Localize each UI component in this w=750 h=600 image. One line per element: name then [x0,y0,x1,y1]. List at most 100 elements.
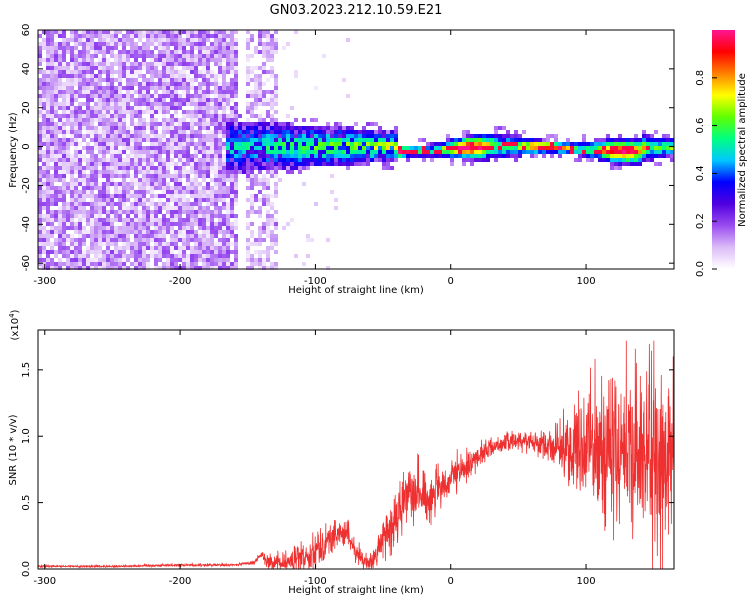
spectrogram-cell [290,158,294,162]
spectrogram-cell [158,78,162,82]
spectrogram-cell [118,234,122,238]
spectrogram-cell [70,202,74,206]
spectrogram-cell [54,86,58,90]
spectrogram-cell [122,58,126,62]
spectrogram-cell [226,238,230,242]
spectrogram-cell [146,146,150,150]
spectrogram-cell [474,138,478,142]
spectrogram-cell [402,146,406,150]
spectrogram-cell [98,146,102,150]
spectrogram-cell [266,54,270,58]
spectrogram-cell [534,138,538,142]
spectrogram-cell [118,110,122,114]
spectrogram-cell [154,174,158,178]
spectrogram-cell [174,178,178,182]
spectrogram-cell [58,234,62,238]
spectrogram-cell [346,150,350,154]
spectrogram-cell [150,230,154,234]
spectrogram-cell [210,198,214,202]
spectrogram-cell [146,238,150,242]
spectrogram-cell [478,146,482,150]
spectrogram-cell [50,218,54,222]
spectrogram-cell [234,254,238,258]
spectrogram-cell [170,102,174,106]
spectrogram-cell [158,82,162,86]
spectrogram-cell [86,66,90,70]
spectrogram-cell [82,74,86,78]
spectrogram-cell [206,110,210,114]
spectrogram-cell [270,74,274,78]
spectrogram-cell [318,138,322,142]
spectrogram-cell [158,182,162,186]
spectrogram-cell [98,242,102,246]
spectrogram-cell [174,66,178,70]
spectrogram-cell [186,170,190,174]
spectrogram-cell [650,154,654,158]
spectrogram-cell [214,134,218,138]
spectrogram-cell [94,166,98,170]
spectrogram-cell [206,150,210,154]
spectrogram-cell [258,262,262,266]
spectrogram-cell [266,134,270,138]
spectrogram-cell [226,90,230,94]
spectrogram-cell [94,226,98,230]
spectrogram-cell [210,142,214,146]
spectrogram-cell [70,206,74,210]
spectrogram-cell [58,58,62,62]
spectrogram-cell [114,218,118,222]
spectrogram-cell [50,226,54,230]
spectrogram-cell [338,162,342,166]
spectrogram-cell [310,142,314,146]
spectrogram-cell [98,90,102,94]
spectrogram-cell [142,238,146,242]
spectrogram-cell [470,146,474,150]
spectrogram-cell [194,186,198,190]
spectrogram-cell [90,118,94,122]
spectrogram-cell [86,106,90,110]
spectrogram-cell [58,118,62,122]
spectrogram-cell [342,142,346,146]
spectrogram-cell [98,142,102,146]
spectrogram-cell [114,30,118,34]
spectrogram-cell [50,34,54,38]
spectrogram-cell [62,218,66,222]
spectrogram-cell [178,254,182,258]
spectrogram-cell [214,106,218,110]
spectrogram-cell [194,266,198,270]
spectrogram-cell [226,242,230,246]
spectrogram-cell [62,246,66,250]
spectrogram-cell [186,190,190,194]
snr-y-tick-label: 0.5 [21,495,32,511]
spectrogram-cell [90,134,94,138]
spectrogram-cell [246,110,250,114]
spectrogram-cell [230,174,234,178]
spectrogram-cell [138,182,142,186]
spectrogram-cell [170,194,174,198]
spectrogram-cell [82,94,86,98]
spectrogram-cell [234,130,238,134]
spectrogram-cell [166,190,170,194]
spectrogram-cell [142,110,146,114]
spectrogram-cell [50,134,54,138]
spectrogram-cell [614,154,618,158]
spectrogram-cell [98,238,102,242]
spectrogram-cell [318,134,322,138]
spectrogram-cell [150,234,154,238]
spectrogram-cell [534,154,538,158]
spectrogram-cell [114,118,118,122]
spectrogram-cell [290,218,294,222]
spectrogram-cell [114,42,118,46]
spectrogram-cell [166,126,170,130]
spectrogram-cell [218,182,222,186]
spectrogram-cell [154,250,158,254]
spectrogram-cell [294,70,298,74]
spectrogram-cell [262,186,266,190]
spectrogram-cell [174,82,178,86]
spectrogram-cell [102,262,106,266]
spectrogram-cell [82,214,86,218]
spectrogram-cell [518,150,522,154]
spectrogram-cell [50,258,54,262]
spectrogram-cell [214,230,218,234]
spectrogram-cell [506,138,510,142]
spectrogram-cell [274,194,278,198]
